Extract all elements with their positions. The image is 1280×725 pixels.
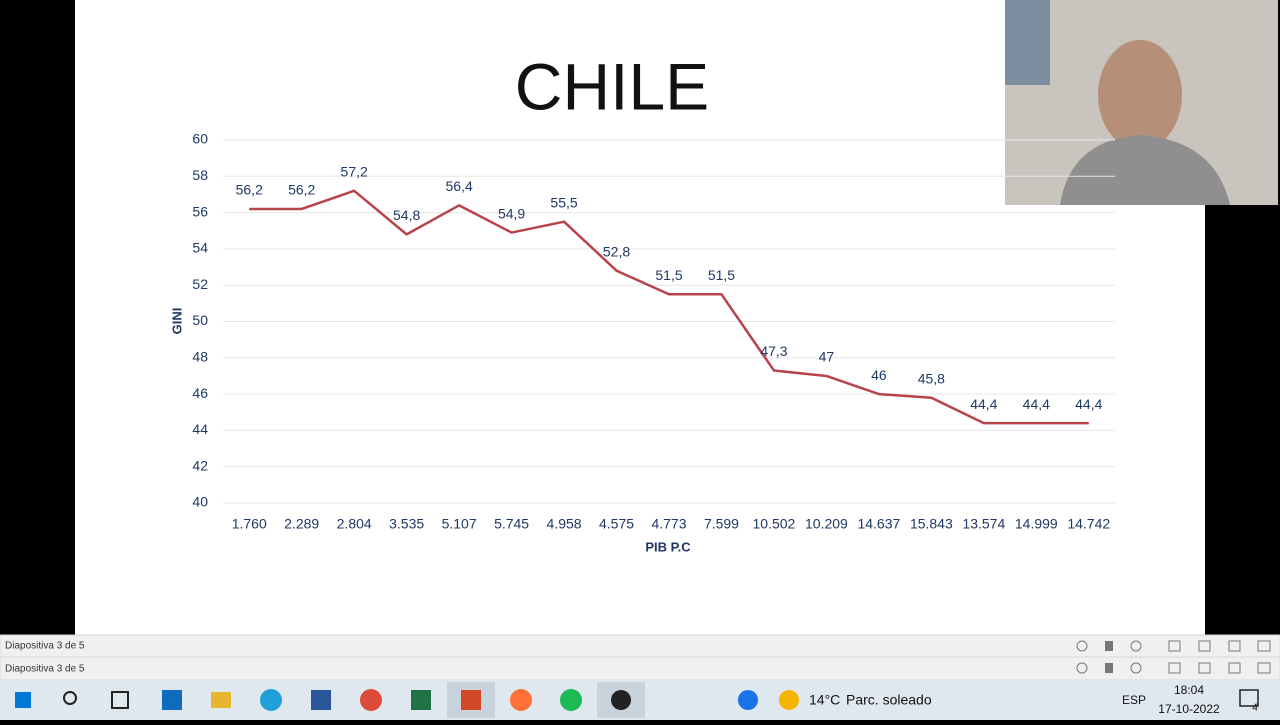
- x-tick-label: 5.107: [442, 516, 477, 532]
- x-tick-label: 2.804: [337, 516, 372, 532]
- plot: 40 42 44 46 48 50 52 54 56 58 60 1.760 2.289 2.804 3.5…: [192, 131, 1115, 532]
- temperature: 14°C: [809, 692, 840, 708]
- status-text: Diapositiva 3 de 5: [5, 641, 85, 652]
- x-tick-label: 4.773: [651, 516, 686, 532]
- x-tick-label: 14.742: [1067, 516, 1110, 532]
- webcam-face: [1098, 40, 1182, 150]
- data-line: [249, 189, 1089, 425]
- y-tick-label: 40: [192, 494, 208, 510]
- taskbar-icons[interactable]: [15, 682, 1259, 718]
- data-label: 52,8: [603, 243, 630, 259]
- x-tick-label: 15.843: [910, 516, 953, 532]
- data-label: 44,4: [970, 396, 997, 412]
- data-label: 47: [819, 349, 835, 365]
- x-tick-label: 4.575: [599, 516, 634, 532]
- data-label: 44,4: [1075, 396, 1102, 412]
- x-tick-label: 7.599: [704, 516, 739, 532]
- x-tick-label: 1.760: [232, 516, 267, 532]
- data-label: 54,8: [393, 207, 420, 223]
- y-tick-label: 56: [192, 203, 208, 219]
- y-tick-label: 52: [192, 276, 208, 292]
- x-tick-label: 2.289: [284, 516, 319, 532]
- x-tick-label: 3.535: [389, 516, 424, 532]
- data-label: 56,2: [288, 182, 315, 198]
- y-tick-label: 46: [192, 385, 208, 401]
- status-text: Diapositiva 3 de 5: [5, 664, 85, 675]
- clock-time[interactable]: 18:04: [1174, 683, 1204, 697]
- status-bar: [0, 656, 1280, 681]
- y-tick-label: 54: [192, 240, 208, 256]
- x-axis-label: PIB P.C: [645, 539, 691, 554]
- data-label: 56,4: [445, 178, 472, 194]
- data-label: 45,8: [918, 370, 945, 386]
- language[interactable]: ESP: [1122, 693, 1146, 707]
- x-tick-label: 13.574: [962, 516, 1005, 532]
- data-label: 56,2: [236, 182, 263, 198]
- x-tick-label: 5.745: [494, 516, 529, 532]
- y-axis-label: GINI: [169, 308, 184, 335]
- notification-count[interactable]: 4: [1252, 703, 1258, 714]
- y-tick-label: 60: [192, 131, 208, 147]
- status-bar: [0, 634, 1280, 658]
- x-tick-label: 10.502: [753, 516, 796, 532]
- data-label: 46: [871, 367, 887, 383]
- y-tick-label: 58: [192, 167, 208, 183]
- x-tick-label: 14.999: [1015, 516, 1058, 532]
- x-tick-label: 10.209: [805, 516, 848, 532]
- data-label: 51,5: [655, 267, 682, 283]
- data-label: 54,9: [498, 205, 525, 221]
- y-tick-label: 50: [192, 312, 208, 328]
- y-tick-label: 42: [192, 457, 208, 473]
- weather: Parc. soleado: [846, 692, 932, 708]
- x-tick-label: 14.637: [857, 516, 900, 532]
- chart-title: CHILE: [515, 49, 709, 123]
- data-label: 44,4: [1023, 396, 1050, 412]
- y-tick-label: 44: [192, 421, 208, 437]
- data-label: 47,3: [760, 343, 787, 359]
- y-tick-label: 48: [192, 349, 208, 365]
- webcam-shirt: [1060, 135, 1230, 205]
- data-label: 57,2: [341, 164, 368, 180]
- data-label: 51,5: [708, 267, 735, 283]
- view-buttons[interactable]: [1076, 640, 1271, 674]
- webcam-poster: [1005, 0, 1050, 85]
- webcam: [1005, 0, 1278, 205]
- x-tick-label: 4.958: [547, 516, 582, 532]
- clock-date[interactable]: 17-10-2022: [1158, 702, 1220, 716]
- data-label: 55,5: [550, 194, 577, 210]
